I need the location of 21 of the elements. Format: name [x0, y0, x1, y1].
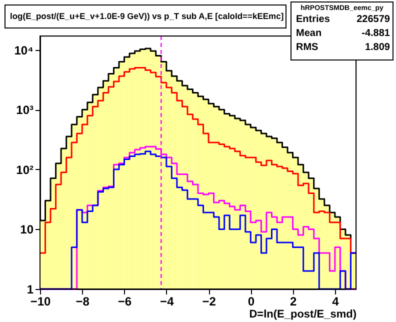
annotation: RMS — [296, 42, 319, 53]
text: 226579 — [356, 14, 390, 25]
x-tick-label: 0 — [248, 294, 255, 308]
y-tick-label: 10 — [20, 222, 34, 237]
y-tick-label: 10⁴ — [14, 43, 34, 58]
x-tick-label: −4 — [160, 294, 174, 308]
x-tick-label: −6 — [118, 294, 132, 308]
x-tick-label: 4 — [332, 294, 340, 308]
text: Entries — [296, 14, 330, 25]
x-tick-label: 2 — [290, 294, 297, 308]
x-tick-label: −2 — [202, 294, 216, 308]
annotation: Mean — [296, 28, 322, 39]
x-axis-title: D=ln(E_post/E_smd) — [249, 308, 357, 320]
x-tick-label: −8 — [76, 294, 90, 308]
text: 1.809 — [364, 42, 390, 53]
y-tick-label: 1 — [26, 282, 34, 296]
x-tick-label: −10 — [30, 294, 51, 308]
text: -4.881 — [362, 28, 390, 39]
chart-title: log(E_post/(E_u+E_v+1.0E-9 GeV)) vs p_T sub A,E [caloId==kEEmc] — [10, 11, 284, 21]
y-tick-label: 10³ — [16, 103, 34, 118]
y-tick-label: 10² — [16, 162, 34, 177]
